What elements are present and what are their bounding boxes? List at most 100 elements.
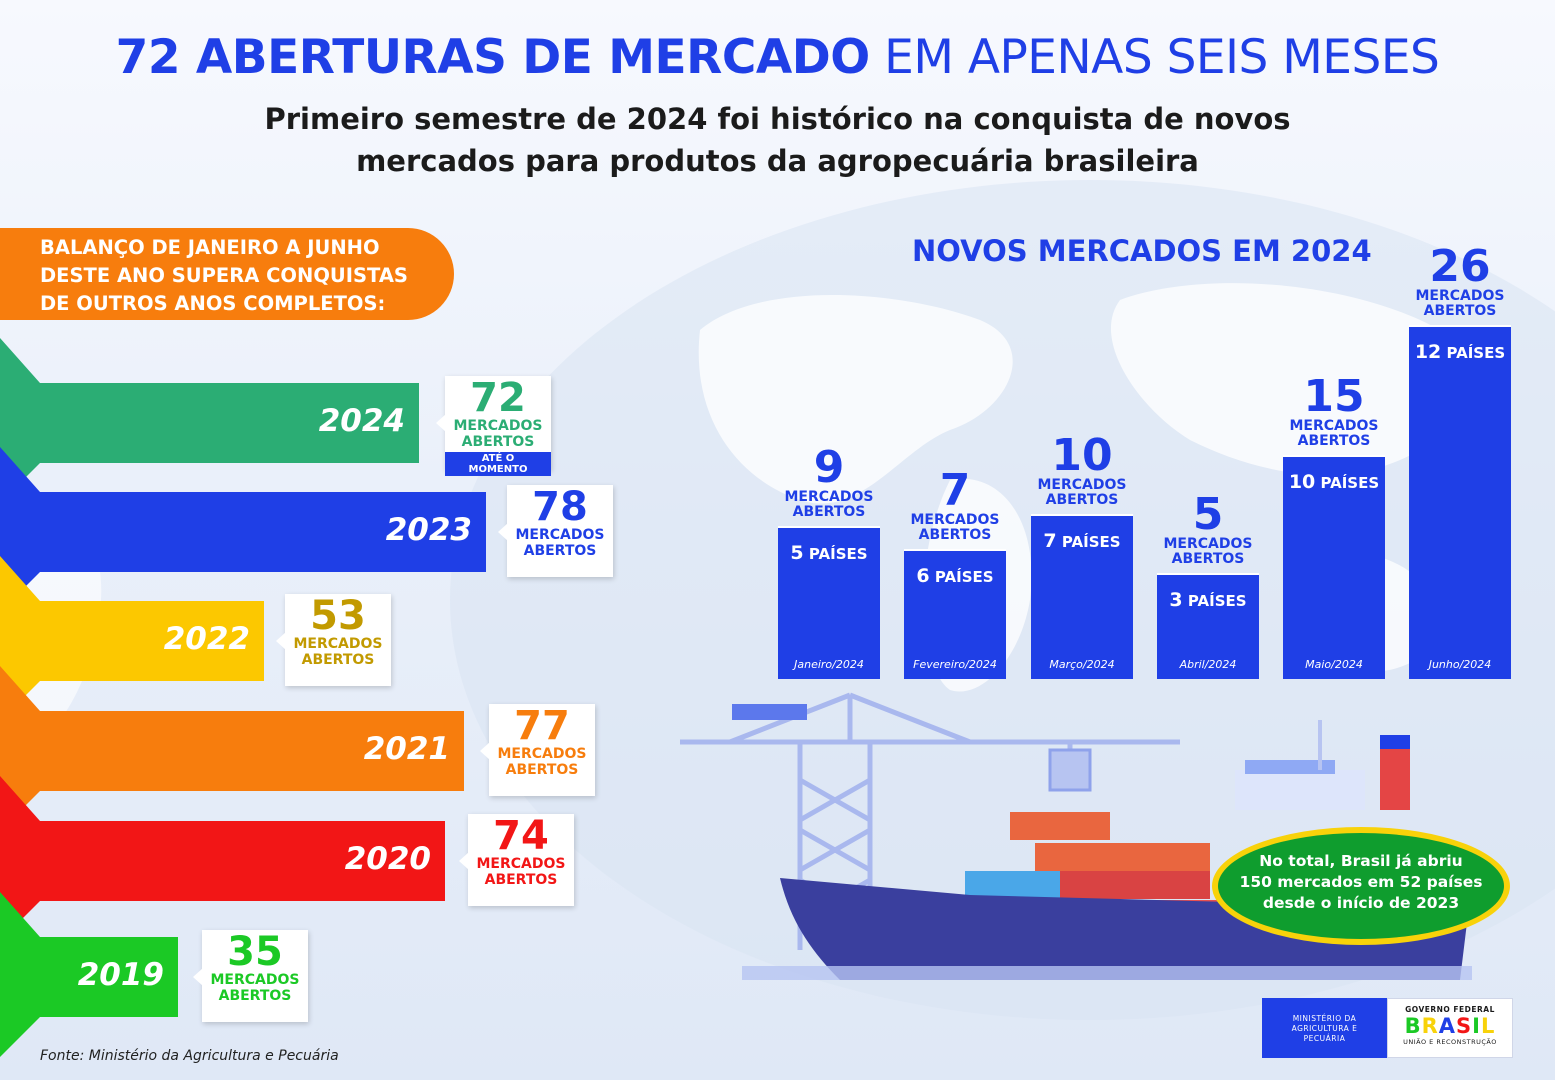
abertos-word: ABERTOS	[792, 504, 866, 520]
year-tag-2021: 77 MERCADOS ABERTOS	[480, 703, 595, 796]
abertos-word: ABERTOS	[1045, 492, 1119, 508]
mercados-word: MERCADOS	[910, 512, 1000, 528]
paises-value: 3	[1169, 589, 1183, 611]
year-label-2024: 2024	[318, 403, 405, 439]
bar-2: 6 PAÍSES Fevereiro/2024	[904, 549, 1006, 679]
tag-notch	[480, 742, 490, 760]
gov-line-1: GOVERNO FEDERAL	[1405, 1005, 1495, 1014]
year-label-text: MERCADOS ABERTOS	[489, 746, 595, 778]
tag-notch	[276, 632, 286, 650]
bar-paises-label: 10 PAÍSES	[1283, 471, 1385, 493]
ministerio-line-2: AGRICULTURA E	[1291, 1024, 1358, 1033]
bar-month-label: Maio/2024	[1305, 658, 1363, 671]
abertos-word: ABERTOS	[1297, 433, 1371, 449]
year-value: 78	[532, 484, 588, 530]
mercados-word: MERCADOS	[1289, 418, 1379, 434]
mercados-word: MERCADOS	[784, 489, 874, 505]
bar-6: 12 PAÍSES Junho/2024	[1409, 325, 1511, 679]
mercados-word: MERCADOS	[1037, 477, 1127, 493]
brasil-letter: B	[1404, 1014, 1422, 1038]
year-label-2019: 2019	[77, 957, 164, 993]
badge-ate-o-momento: ATÉ O MOMENTO	[445, 452, 551, 476]
balanco-banner: BALANÇO DE JANEIRO A JUNHO DESTE ANO SUP…	[0, 228, 454, 320]
ribbon-bar-2019	[0, 892, 178, 1057]
balanco-line-1: BALANÇO DE JANEIRO A JUNHO	[40, 236, 380, 259]
bar-4: 3 PAÍSES Abril/2024	[1157, 573, 1259, 679]
ministerio-line-1: MINISTÉRIO DA	[1292, 1014, 1357, 1023]
paises-value: 6	[916, 565, 930, 587]
label-1: MERCADOS	[210, 972, 300, 988]
balanco-line-2: DESTE ANO SUPERA CONQUISTAS	[40, 264, 408, 287]
page-title: 72 ABERTURAS DE MERCADO EM APENAS SEIS M…	[0, 30, 1555, 85]
year-label-2021: 2021	[363, 731, 450, 767]
brasil-letter: L	[1481, 1014, 1496, 1038]
source-note: Fonte: Ministério da Agricultura e Pecuá…	[40, 1048, 339, 1064]
bar-paises-label: 7 PAÍSES	[1031, 530, 1133, 552]
mercados-label: MERCADOS ABERTOS	[1147, 537, 1269, 567]
mercados-value: 5	[1192, 489, 1224, 540]
title-light: EM APENAS SEIS MESES	[884, 30, 1440, 85]
paises-word: PAÍSES	[1187, 592, 1247, 610]
ribbon-bar-2023	[0, 447, 486, 612]
bar-value-label-6: 26 MERCADOS ABERTOS	[1399, 245, 1521, 319]
mercados-value: 26	[1429, 241, 1491, 292]
bar-month-label: Abril/2024	[1179, 658, 1237, 671]
year-label-2020: 2020	[344, 841, 431, 877]
year-tag-2020: 74 MERCADOS ABERTOS	[459, 813, 574, 906]
paises-word: PAÍSES	[1320, 474, 1380, 492]
bar-paises-label: 3 PAÍSES	[1157, 589, 1259, 611]
mercados-word: MERCADOS	[1163, 536, 1253, 552]
brasil-letter: R	[1421, 1014, 1439, 1038]
mercados-label: MERCADOS ABERTOS	[894, 513, 1016, 543]
bar-5: 10 PAÍSES Maio/2024	[1283, 455, 1385, 679]
total-highlight: No total, Brasil já abriu 150 mercados e…	[1212, 827, 1510, 945]
paises-value: 5	[790, 542, 804, 564]
total-line-3: desde o início de 2023	[1262, 894, 1460, 912]
mercados-value: 7	[939, 465, 971, 516]
abertos-word: ABERTOS	[1423, 303, 1497, 319]
year-value: 35	[227, 929, 283, 975]
mercados-label: MERCADOS ABERTOS	[1021, 478, 1143, 508]
year-label-text: MERCADOS ABERTOS	[285, 636, 391, 668]
paises-word: PAÍSES	[1061, 533, 1121, 551]
mercados-value: 9	[813, 442, 845, 493]
tag-notch	[459, 852, 469, 870]
year-label-text: MERCADOS ABERTOS	[445, 418, 551, 450]
ministerio-logo: MINISTÉRIO DA AGRICULTURA E PECUÁRIA	[1262, 998, 1387, 1058]
year-label-text: MERCADOS ABERTOS	[202, 972, 308, 1004]
title-bold: 72 ABERTURAS DE MERCADO	[115, 30, 871, 85]
bar-paises-label: 6 PAÍSES	[904, 565, 1006, 587]
bar-month-label: Janeiro/2024	[794, 658, 864, 671]
year-value: 72	[470, 375, 526, 421]
gov-line-3: UNIÃO E RECONSTRUÇÃO	[1403, 1038, 1497, 1046]
tag-notch	[193, 968, 203, 986]
label-2: ABERTOS	[484, 872, 558, 888]
paises-value: 7	[1043, 530, 1057, 552]
abertos-word: ABERTOS	[918, 527, 992, 543]
paises-value: 12	[1414, 341, 1442, 363]
year-value: 77	[514, 703, 570, 749]
governo-federal-logo: GOVERNO FEDERAL BRASIL UNIÃO E RECONSTRU…	[1387, 998, 1513, 1058]
ribbon-bar-2024	[0, 338, 419, 503]
bar-value-label-1: 9 MERCADOS ABERTOS	[768, 446, 890, 520]
bar-value-label-2: 7 MERCADOS ABERTOS	[894, 469, 1016, 543]
mercados-value: 10	[1051, 430, 1113, 481]
ship-crane-illustration	[680, 692, 1472, 980]
paises-word: PAÍSES	[1446, 344, 1506, 362]
paises-value: 10	[1288, 471, 1316, 493]
year-value: 74	[493, 813, 549, 859]
bar-value-label-3: 10 MERCADOS ABERTOS	[1021, 434, 1143, 508]
bar-paises-label: 12 PAÍSES	[1409, 341, 1511, 363]
mercados-label: MERCADOS ABERTOS	[1273, 419, 1395, 449]
bar-month-label: Março/2024	[1049, 658, 1115, 671]
brasil-letter: I	[1472, 1014, 1481, 1038]
bar-month-label: Junho/2024	[1428, 658, 1492, 671]
year-tag-2024: 72 MERCADOS ABERTOS ATÉ O MOMENTO	[436, 375, 551, 476]
bar-value-label-5: 15 MERCADOS ABERTOS	[1273, 375, 1395, 449]
total-line-2: 150 mercados em 52 países	[1239, 873, 1483, 891]
brasil-letter: A	[1438, 1014, 1457, 1038]
paises-word: PAÍSES	[808, 545, 868, 563]
